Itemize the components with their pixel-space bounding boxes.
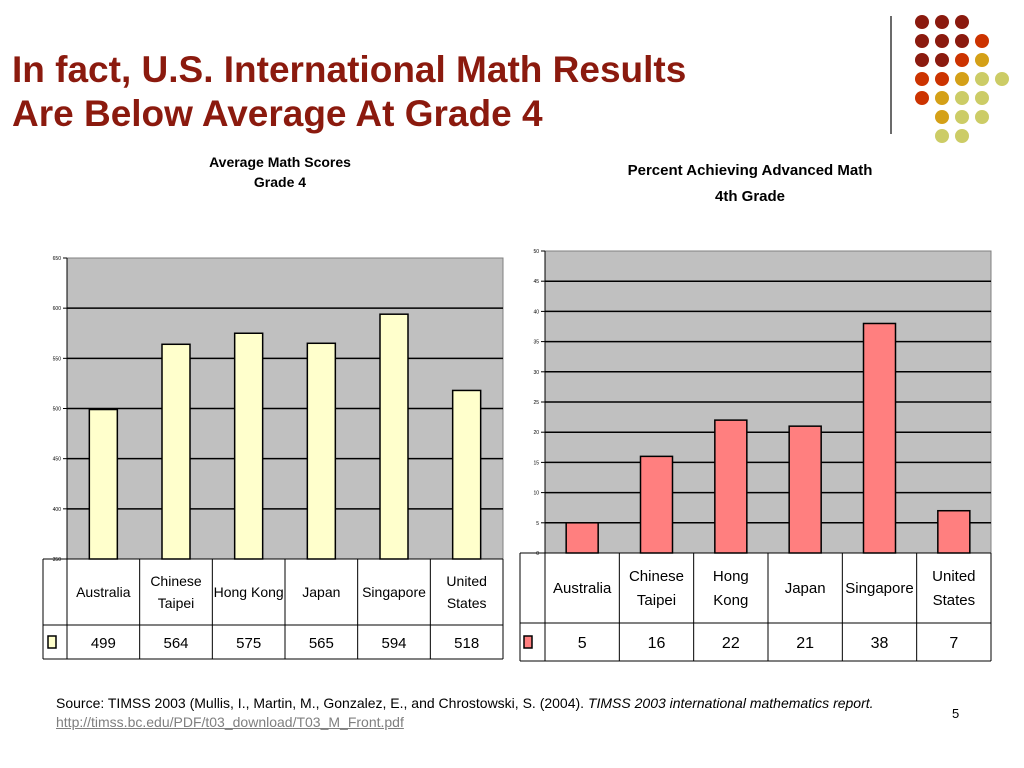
y-tick-label: 450: [53, 457, 62, 463]
x-category-label: Australia: [553, 580, 612, 597]
chart-1-title: Average Math Scores Grade 4: [170, 152, 390, 192]
x-category-label: Singapore: [362, 584, 426, 600]
x-category-label: Japan: [785, 580, 826, 597]
chart-2-title: Percent Achieving Advanced Math 4th Grad…: [600, 158, 900, 210]
y-tick-label: 550: [53, 356, 62, 362]
data-value-label: 7: [949, 635, 958, 652]
x-category-label: Chinese: [629, 568, 684, 585]
data-value-label: 21: [796, 635, 814, 652]
bar-hong-kong: [714, 419, 748, 554]
data-value-label: 575: [236, 635, 261, 652]
y-tick-label: 25: [533, 400, 539, 406]
y-tick-label: 50: [533, 249, 539, 255]
y-tick-label: 40: [533, 309, 539, 315]
data-value-label: 5: [578, 635, 587, 652]
x-category-label: Kong: [713, 592, 748, 609]
slide-title: In fact, U.S. International Math Results…: [12, 48, 872, 136]
source-link[interactable]: http://timss.bc.edu/PDF/t03_download/T03…: [56, 714, 404, 730]
x-category-label: United: [932, 568, 975, 585]
x-category-label: United: [446, 573, 486, 589]
y-tick-label: 15: [533, 460, 539, 466]
x-category-label: Taipei: [637, 592, 676, 609]
data-value-label: 22: [722, 635, 740, 652]
y-tick-label: 10: [533, 491, 539, 497]
bar-united-states: [451, 389, 482, 560]
x-category-label: Japan: [302, 584, 340, 600]
slide-title-line-2: Are Below Average At Grade 4: [12, 93, 543, 134]
x-category-label: States: [447, 595, 487, 611]
data-value-label: 38: [871, 635, 889, 652]
x-category-label: Hong: [713, 568, 749, 585]
chart-1-title-line-1: Average Math Scores: [209, 154, 351, 170]
bar-united-states: [937, 509, 971, 554]
bar-japan: [788, 425, 822, 554]
x-category-label: Hong Kong: [214, 584, 284, 600]
y-tick-label: 350: [53, 557, 62, 563]
x-category-label: Australia: [76, 584, 131, 600]
data-value-label: 565: [309, 635, 334, 652]
x-category-label: States: [933, 592, 976, 609]
y-tick-label: 35: [533, 340, 539, 346]
bar-hong-kong: [233, 332, 264, 560]
legend-key: [47, 635, 57, 649]
source-text: Source: TIMSS 2003 (Mullis, I., Martin, …: [56, 695, 588, 711]
bar-chinese-taipei: [639, 455, 674, 554]
bar-australia: [88, 408, 119, 560]
data-value-label: 16: [648, 635, 666, 652]
chart-2-title-line-1: Percent Achieving Advanced Math: [627, 162, 873, 179]
data-value-label: 518: [454, 635, 479, 652]
y-tick-label: 30: [533, 370, 539, 376]
x-category-label: Taipei: [158, 595, 195, 611]
chart-1-title-line-2: Grade 4: [253, 174, 307, 190]
page-number: 5: [952, 706, 960, 721]
slide-title-line-1: In fact, U.S. International Math Results: [12, 49, 687, 90]
y-tick-label: 20: [533, 430, 539, 436]
y-tick-label: 45: [533, 279, 539, 285]
x-category-label: Chinese: [150, 573, 202, 589]
bar-australia: [565, 522, 599, 554]
data-value-label: 594: [381, 635, 406, 652]
y-tick-label: 500: [53, 407, 62, 413]
y-tick-label: 600: [53, 306, 62, 312]
decorative-divider: [890, 16, 892, 134]
source-report-title: TIMSS 2003 international mathematics rep…: [587, 695, 874, 711]
bar-singapore: [379, 313, 409, 560]
data-value-label: 499: [91, 635, 116, 652]
bar-singapore: [862, 322, 897, 554]
legend-key: [523, 635, 533, 649]
bar-japan: [306, 342, 337, 560]
y-tick-label: 0: [536, 551, 539, 557]
chart-2-title-line-2: 4th Grade: [714, 188, 786, 205]
bar-chinese-taipei: [161, 343, 191, 560]
y-tick-label: 5: [536, 521, 539, 527]
y-tick-label: 650: [53, 256, 62, 262]
y-tick-label: 400: [53, 507, 62, 513]
data-value-label: 564: [163, 635, 188, 652]
x-category-label: Singapore: [845, 580, 913, 597]
source-citation: Source: TIMSS 2003 (Mullis, I., Martin, …: [56, 694, 1006, 732]
